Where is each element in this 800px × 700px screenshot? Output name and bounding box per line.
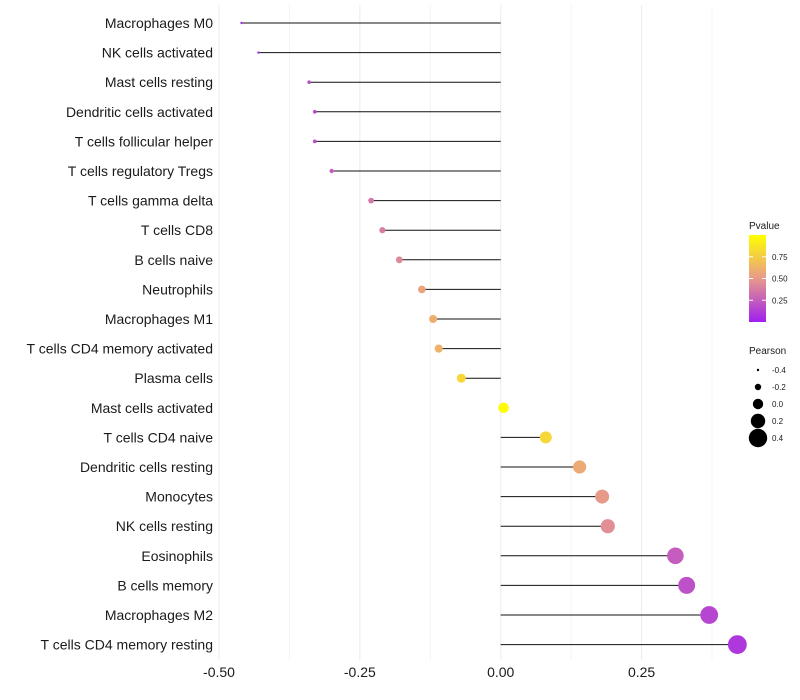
pvalue-colorbar bbox=[749, 235, 766, 322]
y-tick-label: T cells regulatory Tregs bbox=[68, 163, 213, 179]
y-tick-label: Macrophages M1 bbox=[105, 311, 213, 327]
x-tick-label: -0.50 bbox=[203, 664, 235, 680]
data-point bbox=[257, 51, 260, 54]
x-axis-labels: -0.50 -0.25 0.00 0.25 bbox=[203, 664, 655, 680]
data-point bbox=[379, 227, 386, 234]
x-tick-label: 0.00 bbox=[487, 664, 514, 680]
data-point bbox=[240, 21, 243, 25]
data-point bbox=[678, 576, 696, 594]
y-axis-labels: Macrophages M0 NK cells activated Mast cel… bbox=[27, 15, 214, 653]
y-tick-label: Monocytes bbox=[145, 489, 213, 505]
data-point bbox=[429, 315, 438, 323]
y-tick-label: T cells CD4 memory resting bbox=[41, 637, 213, 653]
y-tick-label: Mast cells activated bbox=[91, 400, 213, 416]
data-point bbox=[456, 373, 466, 383]
y-tick-label: Mast cells resting bbox=[105, 74, 213, 90]
data-point bbox=[307, 80, 311, 84]
grid-lines bbox=[218, 5, 713, 660]
pvalue-legend-title: Pvalue bbox=[749, 221, 780, 232]
lollipop-points bbox=[240, 21, 747, 654]
data-point bbox=[418, 285, 426, 294]
data-point bbox=[434, 344, 443, 353]
y-tick-label: Neutrophils bbox=[142, 281, 213, 297]
pearson-legend-title: Pearson bbox=[749, 346, 786, 357]
data-point bbox=[600, 519, 615, 534]
y-tick-label: T cells CD4 naive bbox=[104, 429, 214, 445]
y-tick-label: Dendritic cells resting bbox=[80, 459, 213, 475]
lollipop-stems bbox=[241, 22, 738, 646]
colorbar-label: 0.75 bbox=[772, 253, 788, 262]
pvalue-legend: Pvalue 0.75 0.50 0.25 bbox=[749, 221, 788, 322]
data-point bbox=[395, 256, 403, 264]
data-point bbox=[727, 635, 747, 654]
data-point bbox=[595, 489, 610, 504]
y-tick-label: Eosinophils bbox=[141, 548, 213, 564]
y-tick-label: NK cells resting bbox=[116, 518, 213, 534]
y-tick-label: T cells follicular helper bbox=[75, 133, 214, 149]
colorbar-label: 0.25 bbox=[772, 296, 788, 305]
y-tick-label: T cells gamma delta bbox=[88, 193, 213, 209]
size-legend-key bbox=[752, 398, 764, 410]
size-legend-label: 0.0 bbox=[772, 400, 784, 409]
y-tick-label: Macrophages M2 bbox=[105, 607, 213, 623]
size-legend-key bbox=[754, 383, 762, 391]
data-point bbox=[700, 606, 719, 624]
size-legend-label: 0.2 bbox=[772, 417, 784, 426]
y-tick-label: B cells memory bbox=[117, 577, 213, 593]
x-tick-label: -0.25 bbox=[344, 664, 376, 680]
colorbar-label: 0.50 bbox=[772, 275, 788, 284]
data-point bbox=[368, 197, 375, 204]
y-tick-label: Dendritic cells activated bbox=[66, 104, 213, 120]
size-legend-label: 0.4 bbox=[772, 434, 784, 443]
y-tick-label: T cells CD4 memory activated bbox=[27, 341, 213, 357]
x-tick-label: 0.25 bbox=[628, 664, 655, 680]
y-tick-label: T cells CD8 bbox=[141, 222, 213, 238]
size-legend-label: -0.4 bbox=[772, 366, 786, 375]
data-point bbox=[573, 460, 587, 474]
pearson-legend: Pearson -0.4 -0.2 0.0 0.2 0.4 bbox=[748, 346, 786, 448]
size-legend-key bbox=[756, 368, 760, 372]
data-point bbox=[539, 431, 552, 444]
data-point bbox=[329, 168, 334, 174]
y-tick-label: Macrophages M0 bbox=[105, 15, 213, 31]
size-legend-key bbox=[748, 428, 768, 448]
data-point bbox=[312, 139, 317, 144]
y-tick-label: B cells naive bbox=[134, 252, 213, 268]
y-tick-label: Plasma cells bbox=[134, 370, 213, 386]
data-point bbox=[498, 402, 509, 414]
size-legend-label: -0.2 bbox=[772, 383, 786, 392]
data-point bbox=[312, 109, 317, 114]
y-tick-label: NK cells activated bbox=[102, 45, 213, 61]
size-legend-key bbox=[750, 413, 766, 429]
data-point bbox=[667, 547, 684, 565]
